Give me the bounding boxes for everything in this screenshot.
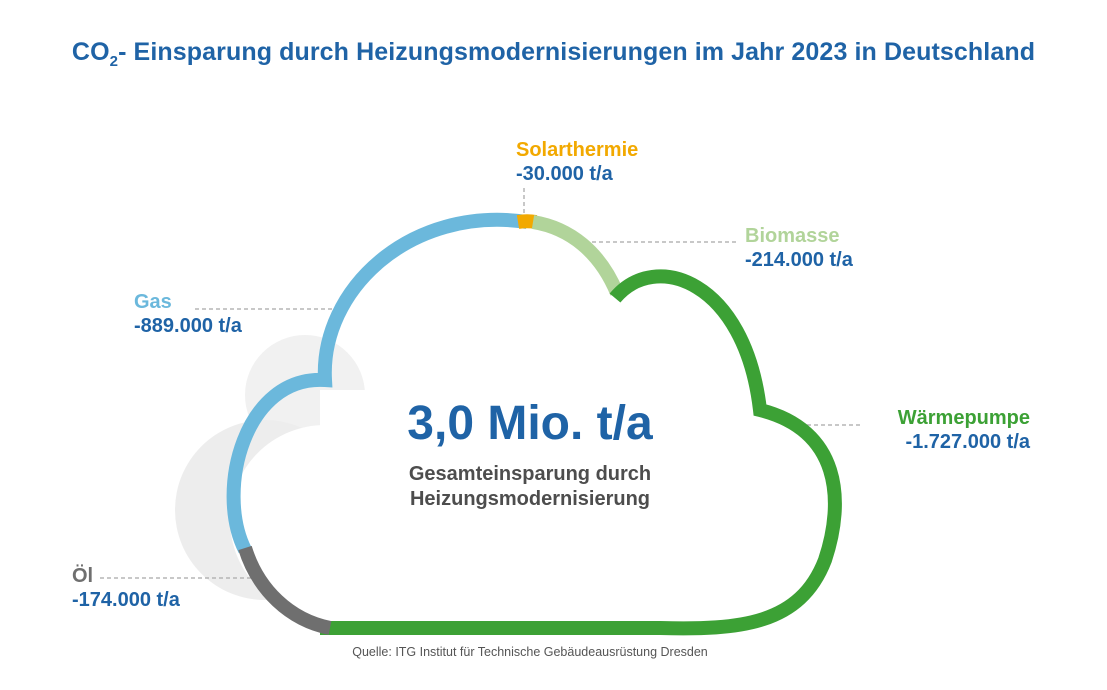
waermepumpe-name: Wärmepumpe xyxy=(897,407,1030,429)
gas-name: Gas xyxy=(134,291,172,313)
biomasse-name: Biomasse xyxy=(745,225,840,247)
segment-oel xyxy=(238,545,332,635)
total-caption-line2: Heizungsmodernisierung xyxy=(409,488,651,510)
total-caption: Gesamteinsparung durch Heizungsmodernisi… xyxy=(330,462,730,512)
waermepumpe-value: -1.727.000 t/a xyxy=(905,431,1030,453)
label-gas: Gas -889.000 t/a xyxy=(134,290,242,338)
solarthermie-name: Solarthermie xyxy=(516,139,639,161)
total-caption-line1: Gesamteinsparung durch xyxy=(408,463,652,485)
label-oel: Öl -174.000 t/a xyxy=(72,564,180,612)
oel-value: -174.000 t/a xyxy=(72,589,180,611)
total-value: 3,0 Mio. t/a xyxy=(407,397,653,450)
gas-value: -889.000 t/a xyxy=(134,315,242,337)
label-biomasse: Biomasse -214.000 t/a xyxy=(745,224,853,272)
label-solarthermie: Solarthermie -30.000 t/a xyxy=(516,138,638,186)
oel-name: Öl xyxy=(72,565,94,587)
cloud-fill xyxy=(230,218,835,625)
segment-waermepumpe xyxy=(320,269,842,636)
segment-gas xyxy=(226,212,529,554)
label-waermepumpe: Wärmepumpe -1.727.000 t/a xyxy=(855,406,1030,454)
source-note: Quelle: ITG Institut für Technische Gebä… xyxy=(352,645,708,659)
solarthermie-value: -30.000 t/a xyxy=(516,163,613,185)
segment-biomasse xyxy=(531,215,624,296)
chart-title: CO2- Einsparung durch Heizungsmodernisie… xyxy=(71,38,1036,70)
biomasse-value: -214.000 t/a xyxy=(745,249,853,271)
